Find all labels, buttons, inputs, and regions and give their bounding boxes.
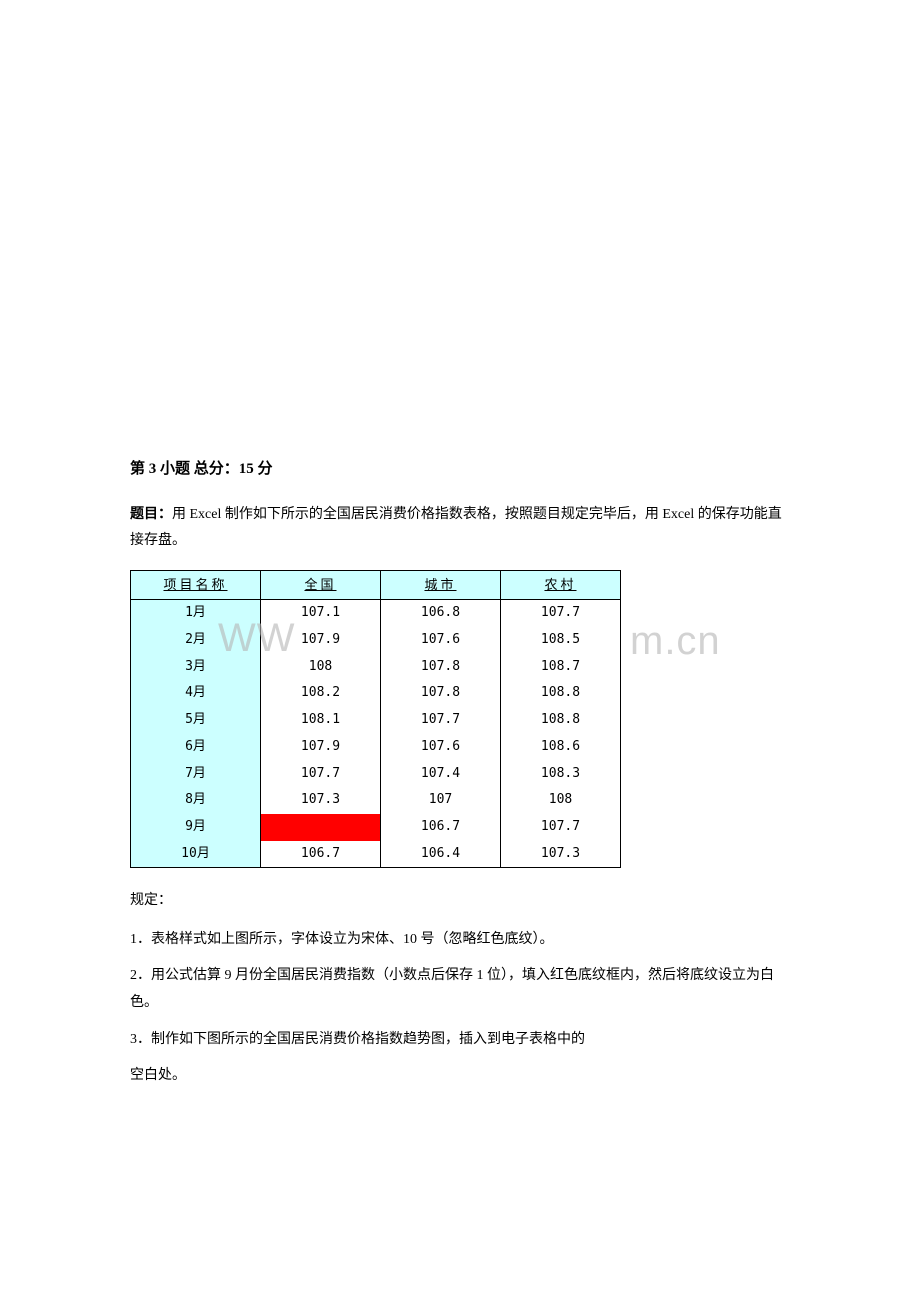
rural-cell: 108.8: [501, 680, 621, 707]
rural-cell: 108.5: [501, 627, 621, 654]
table-row: 6月107.9107.6108.6: [131, 734, 621, 761]
table-row: 4月108.2107.8108.8: [131, 680, 621, 707]
question-text: 用 Excel 制作如下所示的全国居民消费价格指数表格，按照题目规定完毕后，用 …: [130, 507, 782, 549]
table-body: 1月107.1106.8107.72月107.9107.6108.53月1081…: [131, 600, 621, 868]
national-cell: [261, 814, 381, 841]
rule-2: 2．用公式估算 9 月份全国居民消费指数（小数点后保存 1 位），填入红色底纹框…: [130, 963, 790, 1016]
city-cell: 106.8: [381, 600, 501, 627]
month-cell: 2月: [131, 627, 261, 654]
table-row: 2月107.9107.6108.5: [131, 627, 621, 654]
city-cell: 106.7: [381, 814, 501, 841]
national-cell: 108: [261, 654, 381, 681]
city-cell: 106.4: [381, 841, 501, 868]
rural-cell: 108.7: [501, 654, 621, 681]
section-title: 第 3 小题 总分：15 分: [130, 455, 790, 484]
rule-3b: 空白处。: [130, 1063, 790, 1090]
price-index-table: 项目名称 全国 城市 农村 1月107.1106.8107.72月107.910…: [130, 570, 621, 869]
city-cell: 107.6: [381, 627, 501, 654]
table-row: 5月108.1107.7108.8: [131, 707, 621, 734]
rural-cell: 108.6: [501, 734, 621, 761]
rules-header: 规定：: [130, 888, 790, 915]
month-cell: 9月: [131, 814, 261, 841]
rule-1: 1．表格样式如上图所示，字体设立为宋体、10 号（忽略红色底纹）。: [130, 927, 790, 954]
month-cell: 10月: [131, 841, 261, 868]
city-cell: 107: [381, 787, 501, 814]
month-cell: 4月: [131, 680, 261, 707]
city-cell: 107.6: [381, 734, 501, 761]
table-header-row: 项目名称 全国 城市 农村: [131, 570, 621, 600]
month-cell: 1月: [131, 600, 261, 627]
table-row: 10月106.7106.4107.3: [131, 841, 621, 868]
rule-3: 3．制作如下图所示的全国居民消费价格指数趋势图，插入到电子表格中的: [130, 1027, 790, 1054]
table-row: 3月108107.8108.7: [131, 654, 621, 681]
city-cell: 107.8: [381, 654, 501, 681]
national-cell: 107.1: [261, 600, 381, 627]
city-cell: 107.4: [381, 761, 501, 788]
national-cell: 107.9: [261, 734, 381, 761]
table-row: 8月107.3107108: [131, 787, 621, 814]
city-cell: 107.7: [381, 707, 501, 734]
national-cell: 107.9: [261, 627, 381, 654]
month-cell: 3月: [131, 654, 261, 681]
rural-cell: 108: [501, 787, 621, 814]
national-cell: 107.7: [261, 761, 381, 788]
rural-cell: 108.8: [501, 707, 621, 734]
header-city: 城市: [381, 570, 501, 600]
question-block: 题目：用 Excel 制作如下所示的全国居民消费价格指数表格，按照题目规定完毕后…: [130, 502, 790, 555]
national-cell: 106.7: [261, 841, 381, 868]
table-row: 1月107.1106.8107.7: [131, 600, 621, 627]
national-cell: 108.1: [261, 707, 381, 734]
table-wrapper: WW m.cn 项目名称 全国 城市 农村 1月107.1106.8107.72…: [130, 570, 790, 869]
watermark-2: m.cn: [630, 603, 721, 679]
rural-cell: 107.7: [501, 814, 621, 841]
national-cell: 107.3: [261, 787, 381, 814]
header-item: 项目名称: [131, 570, 261, 600]
rural-cell: 107.7: [501, 600, 621, 627]
table-row: 9月 106.7107.7: [131, 814, 621, 841]
header-national: 全国: [261, 570, 381, 600]
month-cell: 8月: [131, 787, 261, 814]
month-cell: 7月: [131, 761, 261, 788]
header-rural: 农村: [501, 570, 621, 600]
question-label: 题目：: [130, 507, 172, 522]
city-cell: 107.8: [381, 680, 501, 707]
national-cell: 108.2: [261, 680, 381, 707]
table-row: 7月107.7107.4108.3: [131, 761, 621, 788]
rural-cell: 108.3: [501, 761, 621, 788]
month-cell: 6月: [131, 734, 261, 761]
month-cell: 5月: [131, 707, 261, 734]
rural-cell: 107.3: [501, 841, 621, 868]
